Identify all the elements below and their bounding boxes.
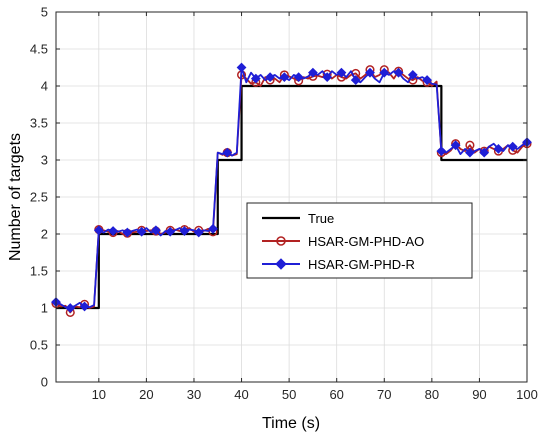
series-true: [56, 84, 527, 310]
series-hsar-gm-phd-r: [51, 62, 532, 313]
legend: True HSAR-GM-PHD-AO HSAR-GM-PHD-R: [246, 202, 473, 279]
data-point-hsar-gm-phd-r-93: [493, 143, 504, 154]
x-tick-label-40: 40: [234, 387, 248, 402]
data-point-hsar-gm-phd-r-21: [151, 225, 161, 236]
data-point-hsar-gm-phd-r-48: [279, 72, 290, 83]
data-point-hsar-gm-phd-r-33: [208, 223, 218, 234]
data-point-hsar-gm-phd-r-18: [136, 226, 147, 237]
legend-marker-ao: [276, 236, 286, 246]
data-point-hsar-gm-phd-r-45: [265, 72, 275, 83]
legend-label-ao: HSAR-GM-PHD-AO: [308, 234, 424, 249]
data-point-hsar-gm-phd-r-90: [479, 147, 490, 158]
y-tick-label-5: 2.5: [30, 190, 48, 205]
x-tick-label-10: 10: [92, 387, 106, 402]
data-point-hsar-gm-phd-r-24: [165, 226, 176, 237]
y-tick-label-7: 3.5: [30, 116, 48, 131]
data-point-hsar-gm-phd-r-66: [365, 67, 375, 78]
data-point-hsar-gm-phd-r-6: [79, 301, 90, 312]
x-tick-label-20: 20: [139, 387, 153, 402]
data-point-hsar-gm-phd-r-9: [93, 225, 104, 236]
data-point-hsar-gm-phd-r-81: [436, 146, 447, 157]
y-tick-label-8: 4: [41, 79, 48, 94]
x-tick-label-30: 30: [187, 387, 201, 402]
series-line-hsar-gm-phd-r: [55, 66, 528, 309]
y-axis-label: Number of targets: [7, 133, 24, 261]
legend-label-r: HSAR-GM-PHD-R: [308, 257, 415, 272]
data-point-hsar-gm-phd-r-3: [65, 303, 76, 313]
data-point-hsar-gm-phd-r-42: [250, 73, 261, 84]
data-point-hsar-gm-phd-r-57: [322, 72, 333, 83]
y-tick-label-0: 0: [41, 375, 48, 390]
y-tick-label-2: 1: [41, 301, 48, 316]
data-point-hsar-gm-phd-r-72: [393, 67, 404, 78]
y-tick-label-3: 1.5: [30, 264, 48, 279]
data-point-hsar-gm-phd-r-36: [222, 147, 233, 158]
legend-marker-r: [275, 258, 287, 270]
data-point-hsar-gm-phd-r-12: [108, 226, 118, 236]
data-point-hsar-gm-phd-r-87: [465, 147, 475, 158]
data-point-hsar-gm-phd-r-75: [407, 69, 418, 80]
y-tick-label-1: 0.5: [30, 338, 48, 353]
series-layer: [51, 62, 532, 317]
y-tick-label-10: 5: [41, 5, 48, 20]
data-point-hsar-gm-phd-r-51: [293, 72, 304, 83]
data-point-hsar-gm-phd-r-84: [450, 140, 461, 151]
data-point-hsar-gm-phd-r-96: [507, 141, 518, 152]
x-tick-label-60: 60: [329, 387, 343, 402]
data-point-hsar-gm-phd-r-78: [422, 75, 432, 85]
y-tick-label-9: 4.5: [30, 42, 48, 57]
data-point-hsar-gm-phd-r-39: [236, 62, 247, 73]
axis-ticks: 10 20 30 40 50 60 70 80 90 100 0 0.5 1 1.5 2 2.5 3 3.5 4 4.…: [30, 5, 538, 403]
data-point-hsar-gm-phd-r-54: [308, 67, 318, 78]
x-tick-label-100: 100: [516, 387, 538, 402]
data-point-hsar-gm-phd-r-69: [379, 67, 390, 78]
series-line-true: [56, 84, 527, 310]
x-tick-label-90: 90: [472, 387, 486, 402]
data-point-hsar-gm-phd-r-30: [193, 227, 204, 238]
data-point-hsar-gm-phd-r-15: [122, 227, 133, 238]
data-point-hsar-gm-phd-r-63: [350, 75, 361, 85]
x-tick-label-50: 50: [282, 387, 296, 402]
legend-label-true: True: [308, 211, 334, 226]
y-tick-label-6: 3: [41, 153, 48, 168]
data-point-hsar-gm-phd-r-27: [179, 226, 190, 236]
x-tick-label-70: 70: [377, 387, 391, 402]
x-axis-label: Time (s): [262, 415, 320, 432]
x-tick-label-80: 80: [425, 387, 439, 402]
data-point-hsar-gm-phd-r-60: [336, 67, 347, 78]
y-tick-label-4: 2: [41, 227, 48, 242]
